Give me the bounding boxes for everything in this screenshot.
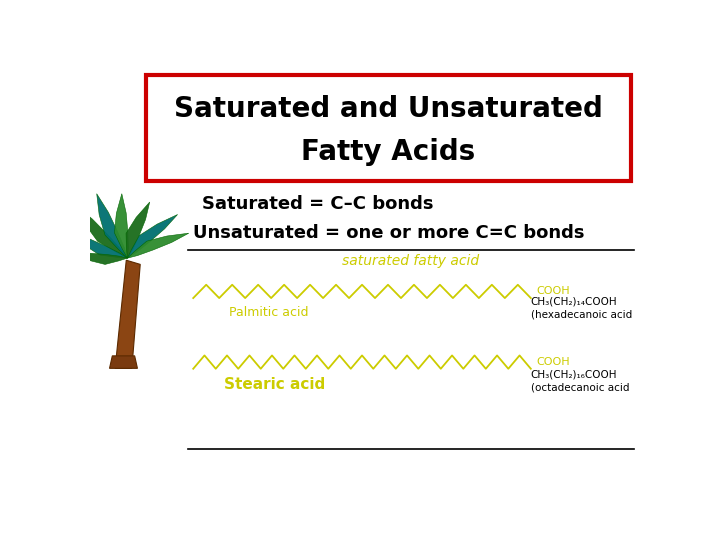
Text: Stearic acid: Stearic acid	[223, 377, 325, 393]
Polygon shape	[114, 194, 128, 258]
Text: COOH: COOH	[536, 357, 570, 367]
Text: saturated fatty acid: saturated fatty acid	[342, 254, 480, 268]
Polygon shape	[71, 233, 127, 258]
FancyBboxPatch shape	[145, 75, 631, 181]
Polygon shape	[74, 204, 127, 258]
Text: (hexadecanoic acid: (hexadecanoic acid	[531, 309, 632, 319]
Polygon shape	[74, 253, 127, 265]
Text: CH₃(CH₂)₁₄COOH: CH₃(CH₂)₁₄COOH	[531, 297, 618, 307]
Polygon shape	[115, 260, 140, 368]
Polygon shape	[127, 214, 178, 258]
Text: Fatty Acids: Fatty Acids	[302, 138, 476, 166]
Text: COOH: COOH	[536, 286, 570, 296]
Polygon shape	[109, 356, 138, 368]
Polygon shape	[127, 233, 189, 258]
Polygon shape	[96, 194, 127, 258]
Text: CH₃(CH₂)₁₆COOH: CH₃(CH₂)₁₆COOH	[531, 369, 617, 380]
Polygon shape	[126, 202, 150, 258]
Text: Unsaturated = one or more C=C bonds: Unsaturated = one or more C=C bonds	[193, 224, 585, 242]
Text: Saturated and Unsaturated: Saturated and Unsaturated	[174, 95, 603, 123]
Text: Palmitic acid: Palmitic acid	[229, 306, 308, 319]
Text: Saturated = C–C bonds: Saturated = C–C bonds	[202, 195, 433, 213]
Text: (octadecanoic acid: (octadecanoic acid	[531, 382, 629, 392]
